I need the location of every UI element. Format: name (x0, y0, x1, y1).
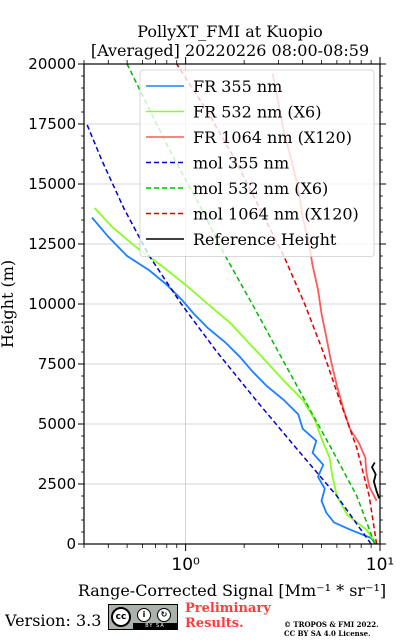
chart-title-line1: PollyXT_FMI at Kuopio (137, 22, 323, 41)
legend-label: mol 532 nm (X6) (193, 179, 328, 198)
cc-by-icon: i (137, 608, 151, 622)
legend: FR 355 nm FR 532 nm (X6) FR 1064 nm (X120)… (139, 69, 375, 257)
copyright-line1: © TROPOS & FMI 2022. (284, 620, 379, 629)
legend-label: FR 1064 nm (X120) (193, 128, 352, 147)
copyright-notice: © TROPOS & FMI 2022. CC BY SA 4.0 Licens… (284, 620, 379, 638)
cc-logo-icon: cc (111, 607, 131, 627)
x-tick-label: 10⁰ (171, 555, 200, 575)
cc-strip-label: BY SA (133, 623, 177, 629)
y-tick-label: 12500 (28, 235, 76, 253)
preliminary-line1: Preliminary (185, 601, 271, 616)
legend-label: mol 1064 nm (X120) (193, 205, 359, 224)
y-axis-label: Height (m) (0, 260, 17, 348)
x-axis-label: Range-Corrected Signal [Mm⁻¹ * sr⁻¹] (78, 581, 386, 600)
legend-label: FR 532 nm (X6) (193, 103, 321, 122)
cc-sa-icon: ↻ (157, 608, 171, 622)
y-tick-label: 17500 (28, 115, 76, 133)
legend-label: Reference Height (193, 230, 337, 249)
copyright-line2: CC BY SA 4.0 License. (284, 629, 371, 638)
y-tick-label: 20000 (28, 55, 76, 73)
y-tick-label: 15000 (28, 175, 76, 193)
series-line-fr-355-nm (91, 217, 377, 544)
legend-label: FR 355 nm (193, 77, 282, 96)
preliminary-notice: Preliminary Results. (185, 601, 271, 631)
series-line-mol-1064-nm-x120 (176, 64, 378, 544)
y-tick-label: 5000 (38, 415, 76, 433)
y-tick-label: 7500 (38, 355, 76, 373)
cc-license-badge[interactable]: cc i ↻ BY SA (108, 604, 178, 630)
chart-svg: FR 355 nm FR 532 nm (X6) FR 1064 nm (X120)… (0, 55, 394, 600)
y-tick-label: 10000 (28, 295, 76, 313)
axis-ticks: 0 2500 5000 7500 10000 12500 15000 17500 20000 10… (28, 55, 394, 575)
series-line-reference-height (370, 461, 380, 499)
preliminary-line2: Results. (185, 616, 244, 631)
series-line-mol-355-nm (86, 123, 372, 544)
x-tick-label: 10¹ (366, 555, 394, 575)
y-tick-label: 0 (66, 535, 76, 553)
y-tick-label: 2500 (38, 475, 76, 493)
legend-box (139, 69, 375, 257)
legend-label: mol 355 nm (193, 154, 289, 173)
version-label: Version: 3.3 (5, 611, 102, 630)
chart-title-line2: [Averaged] 20220226 08:00-08:59 (90, 41, 370, 60)
